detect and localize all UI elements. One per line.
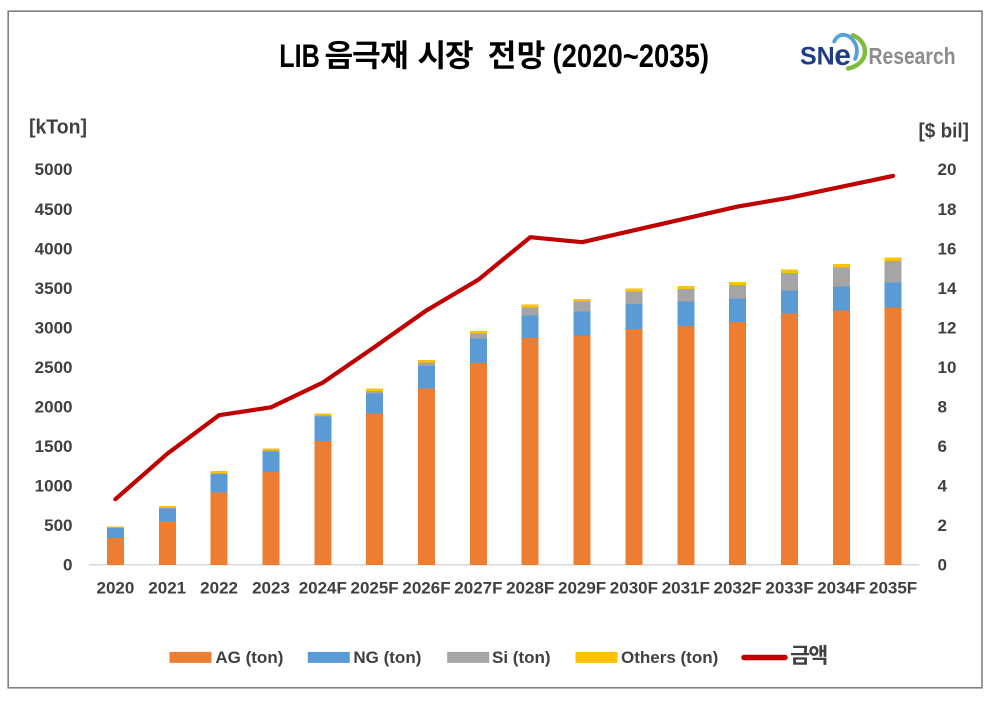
svg-text:Research: Research bbox=[869, 43, 956, 69]
svg-text:5000: 5000 bbox=[35, 160, 73, 179]
svg-text:Si (ton): Si (ton) bbox=[492, 648, 551, 667]
svg-text:2028F: 2028F bbox=[506, 579, 554, 598]
svg-text:4: 4 bbox=[938, 477, 948, 496]
svg-text:[kTon]: [kTon] bbox=[29, 117, 87, 139]
svg-text:10: 10 bbox=[938, 358, 957, 377]
svg-text:2035F: 2035F bbox=[869, 579, 917, 598]
svg-text:3000: 3000 bbox=[35, 318, 73, 337]
svg-text:2500: 2500 bbox=[35, 358, 73, 377]
svg-text:8: 8 bbox=[938, 398, 947, 417]
svg-text:2026F: 2026F bbox=[402, 579, 450, 598]
svg-text:3500: 3500 bbox=[35, 279, 73, 298]
svg-text:14: 14 bbox=[938, 279, 957, 298]
svg-text:[$ bil]: [$ bil] bbox=[919, 121, 970, 143]
svg-text:4000: 4000 bbox=[35, 239, 73, 258]
svg-text:500: 500 bbox=[44, 516, 72, 535]
svg-text:2027F: 2027F bbox=[454, 579, 502, 598]
svg-text:2034F: 2034F bbox=[817, 579, 865, 598]
svg-text:2032F: 2032F bbox=[713, 579, 761, 598]
svg-text:1500: 1500 bbox=[35, 437, 73, 456]
svg-text:12: 12 bbox=[938, 318, 957, 337]
svg-text:0: 0 bbox=[63, 556, 72, 575]
svg-text:1000: 1000 bbox=[35, 477, 73, 496]
svg-text:4500: 4500 bbox=[35, 200, 73, 219]
svg-text:SN: SN bbox=[800, 43, 835, 71]
svg-text:e: e bbox=[834, 39, 851, 72]
svg-text:2022: 2022 bbox=[200, 579, 238, 598]
svg-text:AG (ton): AG (ton) bbox=[215, 648, 283, 667]
svg-text:18: 18 bbox=[938, 200, 957, 219]
svg-text:2: 2 bbox=[938, 516, 947, 535]
svg-text:(2020~2035): (2020~2035) bbox=[553, 38, 710, 74]
svg-text:20: 20 bbox=[938, 160, 957, 179]
svg-text:2033F: 2033F bbox=[765, 579, 813, 598]
svg-text:2023: 2023 bbox=[252, 579, 290, 598]
svg-text:6: 6 bbox=[938, 437, 947, 456]
svg-text:0: 0 bbox=[938, 556, 947, 575]
svg-text:2024F: 2024F bbox=[299, 579, 347, 598]
svg-text:2000: 2000 bbox=[35, 398, 73, 417]
svg-text:2020: 2020 bbox=[96, 579, 134, 598]
svg-text:2031F: 2031F bbox=[662, 579, 710, 598]
svg-text:NG (ton): NG (ton) bbox=[353, 648, 421, 667]
svg-text:2025F: 2025F bbox=[350, 579, 398, 598]
svg-text:Others (ton): Others (ton) bbox=[621, 648, 718, 667]
svg-text:16: 16 bbox=[938, 239, 957, 258]
svg-text:2029F: 2029F bbox=[558, 579, 606, 598]
svg-text:2030F: 2030F bbox=[610, 579, 658, 598]
svg-text:LIB: LIB bbox=[279, 38, 320, 74]
svg-text:2021: 2021 bbox=[148, 579, 186, 598]
